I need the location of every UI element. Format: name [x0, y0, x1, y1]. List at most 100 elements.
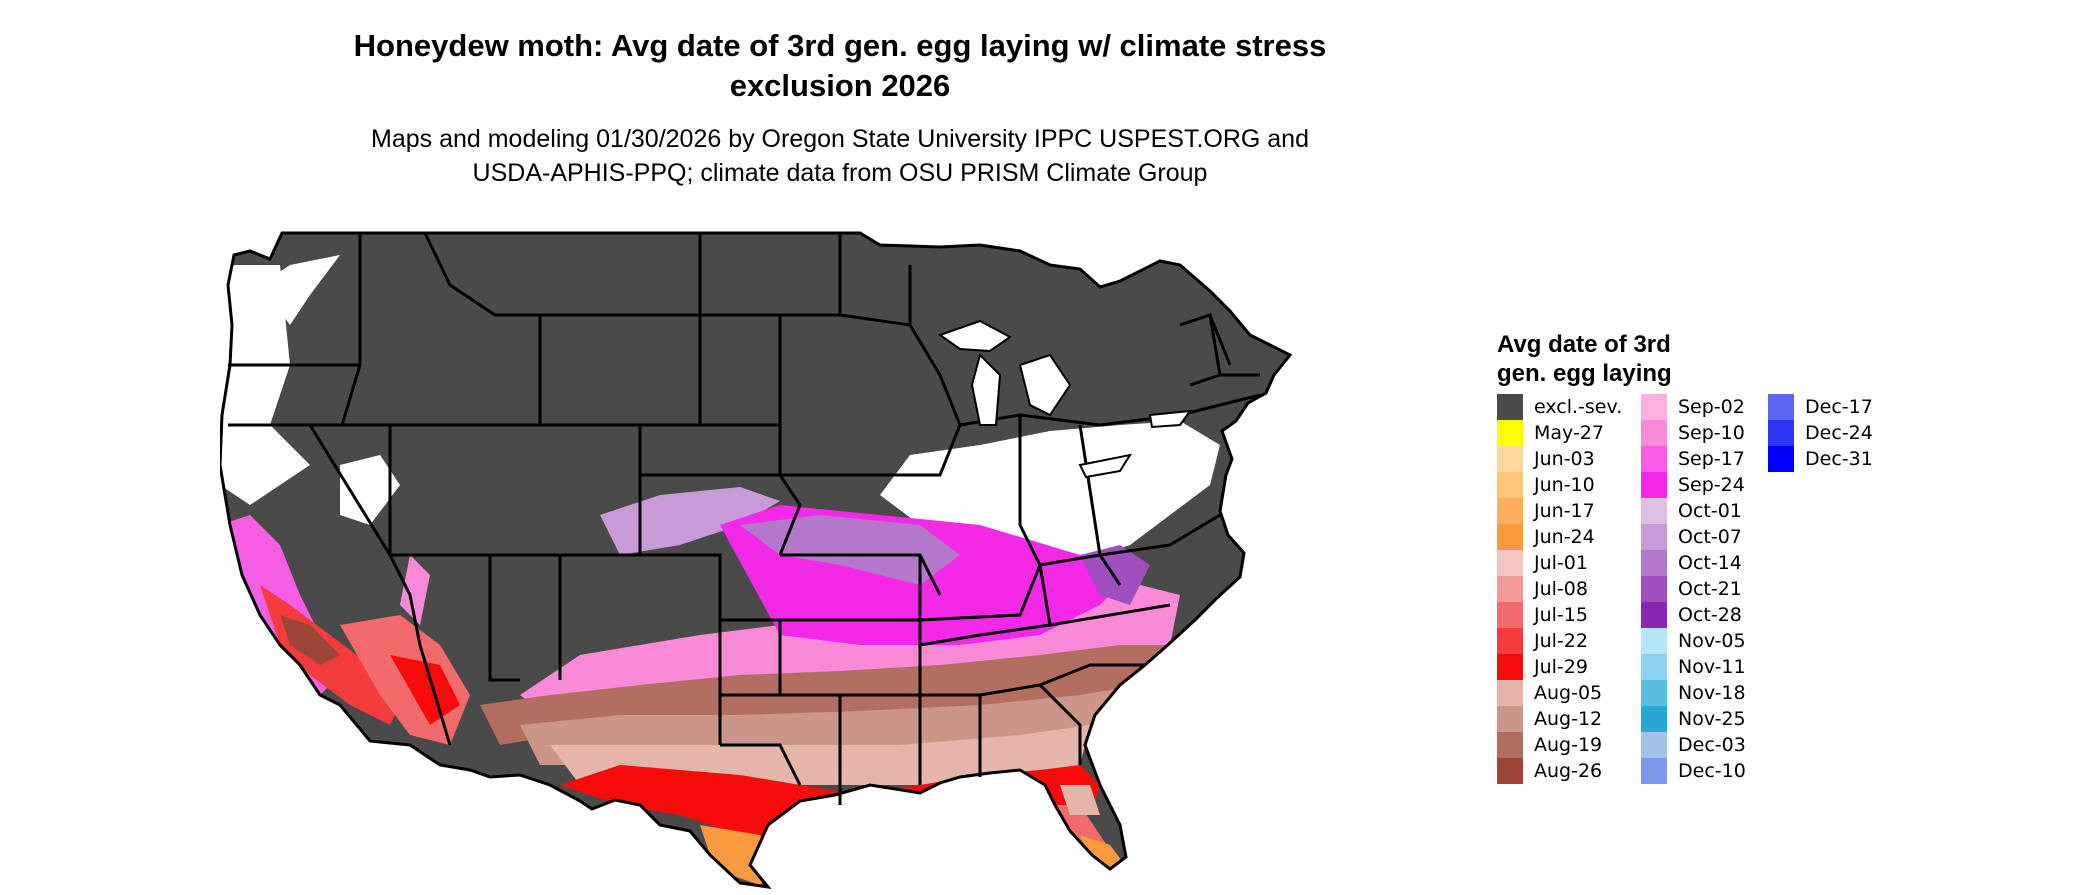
legend-label: Oct-14: [1678, 552, 1742, 574]
legend-label: Jul-22: [1534, 630, 1588, 652]
legend-item: Aug-12: [1497, 706, 1622, 732]
map-title-line1: Honeydew moth: Avg date of 3rd gen. egg …: [353, 28, 1327, 63]
legend-label: Jul-01: [1534, 552, 1588, 574]
legend-swatch: [1768, 394, 1794, 420]
legend-item: Jul-22: [1497, 628, 1622, 654]
legend-item: Aug-26: [1497, 758, 1622, 784]
legend-swatch: [1641, 524, 1667, 550]
legend-item: Oct-28: [1641, 602, 1746, 628]
legend-swatch: [1641, 654, 1667, 680]
legend-swatch: [1497, 446, 1523, 472]
legend-item: Dec-10: [1641, 758, 1746, 784]
legend-item: Nov-05: [1641, 628, 1746, 654]
shaded-regions: [220, 233, 1290, 887]
legend-label: Aug-26: [1534, 760, 1603, 782]
legend-label: Jun-24: [1534, 526, 1595, 548]
legend-swatch: [1497, 602, 1523, 628]
legend-swatch: [1641, 550, 1667, 576]
legend-label: Nov-18: [1678, 682, 1746, 704]
legend-label: Jul-08: [1534, 578, 1588, 600]
legend-label: Oct-21: [1678, 578, 1742, 600]
legend-label: Dec-17: [1805, 396, 1873, 418]
legend-swatch: [1497, 550, 1523, 576]
legend-swatch: [1497, 628, 1523, 654]
legend-swatch: [1641, 680, 1667, 706]
legend-column: excl.-sev. May-27 Jun-03 Jun-10 Jun-17 Jun-24…: [1497, 394, 1622, 784]
legend-swatch: [1497, 706, 1523, 732]
legend-swatch: [1497, 680, 1523, 706]
legend-label: Jul-15: [1534, 604, 1588, 626]
legend-swatch: [1641, 472, 1667, 498]
legend-item: Jul-15: [1497, 602, 1622, 628]
legend-item: Jun-24: [1497, 524, 1622, 550]
legend-label: Jul-29: [1534, 656, 1588, 678]
legend-item: Oct-21: [1641, 576, 1746, 602]
legend-item: Nov-25: [1641, 706, 1746, 732]
legend-swatch: [1641, 706, 1667, 732]
legend-swatch: [1497, 654, 1523, 680]
legend-item: Jun-03: [1497, 446, 1622, 472]
legend-item: Oct-07: [1641, 524, 1746, 550]
legend-swatch: [1497, 394, 1523, 420]
legend-label: Sep-02: [1678, 396, 1745, 418]
state-borders: [220, 231, 1293, 890]
legend-swatch: [1497, 732, 1523, 758]
legend-item: Jul-01: [1497, 550, 1622, 576]
legend-swatch: [1497, 498, 1523, 524]
legend-swatch: [1497, 758, 1523, 784]
legend-item: Oct-14: [1641, 550, 1746, 576]
legend-item: Sep-24: [1641, 472, 1746, 498]
legend-item: Aug-05: [1497, 680, 1622, 706]
legend-label: Jun-10: [1534, 474, 1595, 496]
legend-item: Aug-19: [1497, 732, 1622, 758]
legend-label: Sep-10: [1678, 422, 1745, 444]
legend-swatch: [1768, 420, 1794, 446]
map-subtitle-line2: USDA-APHIS-PPQ; climate data from OSU PR…: [472, 159, 1208, 187]
legend-item: Nov-18: [1641, 680, 1746, 706]
legend-swatch: [1641, 758, 1667, 784]
legend-label: Sep-17: [1678, 448, 1745, 470]
legend-item: excl.-sev.: [1497, 394, 1622, 420]
legend-label: Dec-31: [1805, 448, 1873, 470]
legend-item: Sep-17: [1641, 446, 1746, 472]
legend-swatch: [1497, 420, 1523, 446]
legend-swatch: [1497, 524, 1523, 550]
legend-item: May-27: [1497, 420, 1622, 446]
legend-label: Nov-11: [1678, 656, 1746, 678]
legend-swatch: [1641, 602, 1667, 628]
legend-label: Dec-10: [1678, 760, 1746, 782]
legend-label: Nov-25: [1678, 708, 1746, 730]
legend-label: Jun-03: [1534, 448, 1595, 470]
legend-item: Jul-08: [1497, 576, 1622, 602]
legend-swatch: [1641, 732, 1667, 758]
legend-column: Sep-02 Sep-10 Sep-17 Sep-24 Oct-01 Oct-07 Oct-…: [1641, 394, 1746, 784]
legend-label: May-27: [1534, 422, 1604, 444]
us-map: [220, 231, 1293, 890]
legend-swatch: [1641, 394, 1667, 420]
great-lakes: [937, 319, 1193, 479]
legend-title-line2: gen. egg laying: [1497, 360, 1672, 387]
legend-column: Dec-17 Dec-24 Dec-31: [1768, 394, 1873, 472]
legend-swatch: [1497, 472, 1523, 498]
legend-item: Dec-17: [1768, 394, 1873, 420]
legend-label: Sep-24: [1678, 474, 1745, 496]
legend-label: Oct-07: [1678, 526, 1742, 548]
legend-item: Sep-02: [1641, 394, 1746, 420]
legend-swatch: [1641, 498, 1667, 524]
legend-item: Dec-31: [1768, 446, 1873, 472]
legend-item: Dec-24: [1768, 420, 1873, 446]
legend-swatch: [1641, 576, 1667, 602]
legend-item: Jul-29: [1497, 654, 1622, 680]
legend-swatch: [1641, 446, 1667, 472]
legend-label: Dec-24: [1805, 422, 1873, 444]
legend-item: Nov-11: [1641, 654, 1746, 680]
legend-item: Dec-03: [1641, 732, 1746, 758]
legend-label: Jun-17: [1534, 500, 1595, 522]
legend-label: Oct-28: [1678, 604, 1742, 626]
legend-swatch: [1641, 420, 1667, 446]
legend-swatch: [1768, 446, 1794, 472]
legend-label: Oct-01: [1678, 500, 1742, 522]
map-subtitle-line1: Maps and modeling 01/30/2026 by Oregon S…: [371, 125, 1309, 153]
legend-label: Dec-03: [1678, 734, 1746, 756]
map-title-line2: exclusion 2026: [729, 68, 951, 103]
